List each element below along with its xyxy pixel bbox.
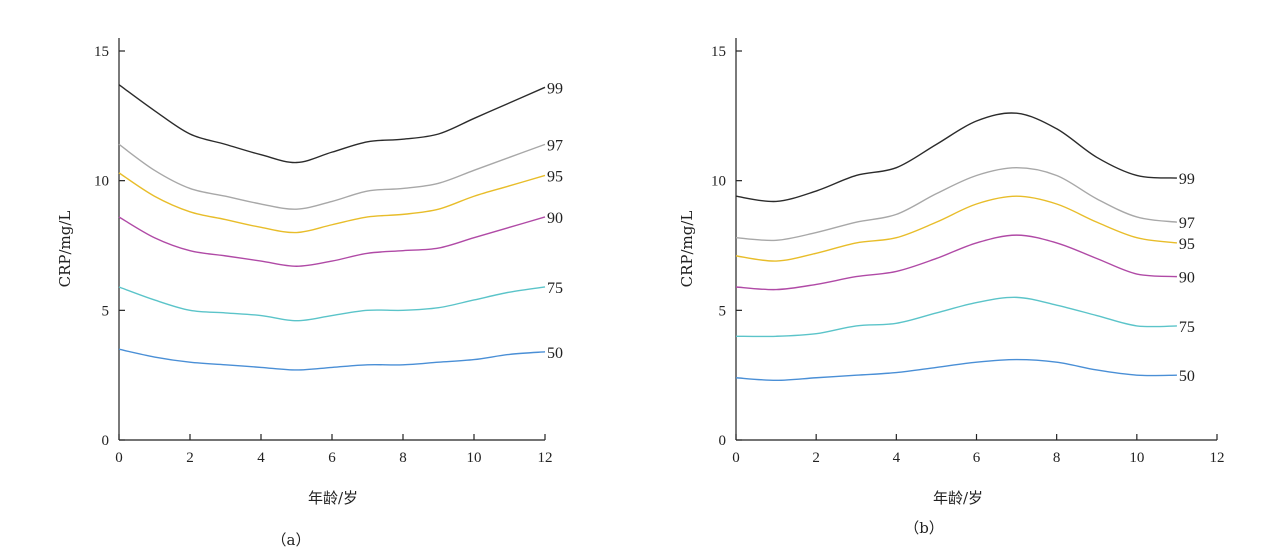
- panel-a-x-axis-label: 年龄/岁: [308, 489, 358, 507]
- panel-b-y-tick-label: 10: [711, 174, 726, 190]
- panel-a-series-line-p75: [118, 286, 546, 322]
- panel-a-series-line-p97: [118, 143, 546, 210]
- panel-a-x-tick-label: 6: [328, 450, 336, 466]
- panel-b-series-label-p75: 75: [1179, 319, 1195, 336]
- panel-b-series-line-p75: [735, 296, 1177, 338]
- panel-a-series-label-p90: 90: [547, 210, 563, 227]
- panel-a-series-label-p99: 99: [547, 80, 563, 97]
- panel-b-series-label-p97: 97: [1179, 215, 1195, 232]
- panel-a-x-tick-label: 10: [467, 450, 482, 466]
- panel-b-series-line-p50: [735, 358, 1177, 382]
- panel-a-series-line-p99: [118, 84, 546, 164]
- panel-a-y-axis-label: CRP/mg/L: [56, 211, 74, 288]
- panel-b-series-label-p90: 90: [1179, 270, 1195, 287]
- panel-b-x-axis-label: 年龄/岁: [933, 489, 983, 507]
- panel-b-x-tick-label: 0: [732, 450, 740, 466]
- panel-a-x-tick-label: 4: [257, 450, 265, 466]
- panel-b-series-line-p95: [735, 195, 1178, 262]
- panel-b-series-label-p95: 95: [1179, 236, 1195, 253]
- panel-b-series-line-p90: [735, 234, 1177, 291]
- panel-b-series-label-p99: 99: [1179, 171, 1195, 188]
- panel-a-y-tick-label: 0: [102, 433, 110, 449]
- panel-a-x-tick-label: 12: [538, 450, 553, 466]
- panel-b-y-axis-label: CRP/mg/L: [678, 211, 696, 288]
- panel-b-series-line-p99: [735, 112, 1177, 203]
- panel-a-y-tick-label: 5: [102, 303, 110, 319]
- panel-a-label: （a）: [272, 531, 311, 549]
- panel-a-x-tick-label: 0: [115, 450, 123, 466]
- panel-a-series-line-p50: [118, 348, 546, 371]
- panel-a-x-tick-label: 2: [186, 450, 194, 466]
- panel-a-series-label-p95: 95: [547, 168, 563, 185]
- panel-b-x-tick-label: 2: [812, 450, 820, 466]
- panel-b-series-label-p50: 50: [1179, 368, 1195, 385]
- panel-a-series-label-p97: 97: [547, 137, 563, 154]
- panel-b-y-tick-label: 15: [711, 44, 726, 60]
- panel-b-y-tick-label: 5: [719, 303, 727, 319]
- panel-b-x-tick-label: 6: [973, 450, 981, 466]
- panel-a-series-label-p75: 75: [547, 280, 563, 297]
- panel-b-x-tick-label: 10: [1129, 450, 1144, 466]
- panel-a-x-tick-label: 8: [399, 450, 407, 466]
- chart-panel-b: 0 5 10 15 0 2 4 6 8 10 12 99 97 95 90 75 50 CRP/mg/L 年…: [678, 38, 1225, 537]
- panel-b-x-tick-label: 8: [1053, 450, 1061, 466]
- panel-a-series-line-p95: [118, 172, 546, 234]
- chart-panel-a: 0 5 10 15 0 2 4 6 8 10 12 99 97 95 90 75 50 CRP/mg/L 年…: [56, 38, 563, 549]
- panel-a-y-tick-label: 10: [94, 174, 109, 190]
- panel-a-series-label-p50: 50: [547, 345, 563, 362]
- panel-b-x-tick-label: 4: [893, 450, 901, 466]
- panel-b-x-tick-label: 12: [1210, 450, 1225, 466]
- panel-a-series-line-p90: [118, 216, 546, 267]
- panel-b-series-line-p97: [735, 166, 1178, 242]
- panel-b-label: （b）: [904, 519, 944, 537]
- panel-b-y-tick-label: 0: [719, 433, 727, 449]
- panel-a-y-tick-label: 15: [94, 44, 109, 60]
